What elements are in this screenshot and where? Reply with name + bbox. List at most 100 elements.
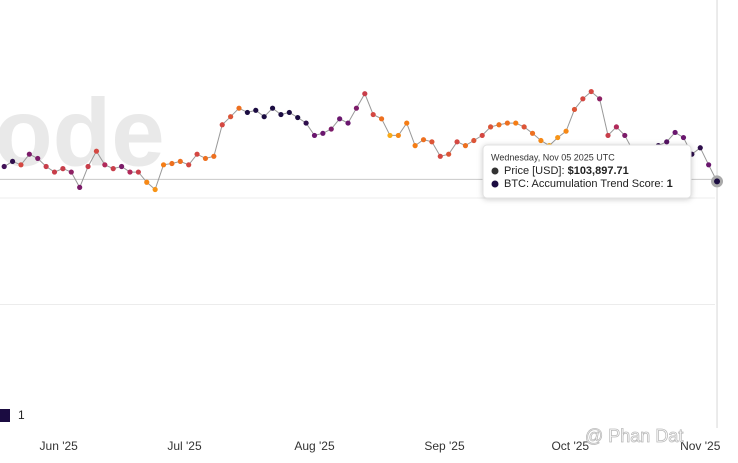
- price-point: [563, 128, 569, 134]
- price-point: [93, 148, 100, 154]
- price-point: [412, 143, 418, 149]
- price-point: [664, 139, 670, 145]
- price-point: [395, 132, 401, 139]
- price-point: [51, 169, 58, 175]
- x-tick-label: Jun '25: [40, 439, 79, 453]
- price-point: [169, 160, 175, 167]
- tooltip-date: Wednesday, Nov 05 2025 UTC: [491, 152, 615, 162]
- tooltip-label: Price [USD]:: [504, 165, 565, 177]
- watermark: ode: [0, 79, 165, 186]
- price-point: [328, 126, 334, 132]
- price-point: [311, 132, 318, 139]
- x-tick-label: Oct '25: [551, 439, 589, 453]
- price-point: [446, 151, 452, 157]
- price-point: [110, 166, 116, 172]
- price-point: [9, 158, 16, 165]
- price-point: [278, 111, 284, 118]
- price-point: [202, 155, 209, 162]
- price-point: [119, 163, 125, 170]
- price-point: [345, 120, 351, 126]
- price-point: [504, 120, 510, 126]
- price-point: [160, 162, 167, 168]
- price-point: [437, 153, 443, 159]
- price-point: [404, 120, 410, 126]
- price-point: [177, 158, 183, 165]
- price-point: [538, 137, 544, 144]
- price-point: [697, 145, 703, 151]
- price-point: [580, 96, 586, 102]
- price-point: [18, 162, 24, 168]
- x-tick-label: Jul '25: [167, 439, 202, 453]
- price-point: [353, 105, 360, 111]
- price-point: [144, 179, 150, 185]
- tooltip-dot: [491, 167, 499, 175]
- price-point: [605, 132, 611, 139]
- price-point: [471, 137, 477, 144]
- price-point: [513, 120, 519, 126]
- price-point: [622, 132, 628, 139]
- tooltip-label: BTC: Accumulation Trend Score:: [504, 178, 664, 190]
- price-point: [244, 109, 250, 116]
- price-point: [60, 166, 66, 172]
- price-point: [571, 106, 578, 113]
- price-point: [362, 91, 368, 97]
- tooltip-value: $103,897.71: [568, 165, 629, 177]
- price-point: [521, 124, 527, 130]
- price-point: [26, 151, 32, 157]
- price-point: [102, 162, 108, 168]
- price-point: [680, 134, 687, 141]
- price-point: [219, 122, 225, 128]
- price-point: [152, 186, 158, 193]
- price-point: [269, 105, 276, 111]
- price-point: [387, 132, 393, 139]
- price-point: [85, 163, 91, 170]
- tooltip: Wednesday, Nov 05 2025 UTC Price [USD]: …: [482, 144, 692, 199]
- x-tick-label: Nov '25: [680, 439, 721, 453]
- price-point: [711, 175, 724, 188]
- price-point: [261, 114, 267, 120]
- price-point: [370, 111, 376, 118]
- x-tick-label: Sep '25: [424, 439, 465, 453]
- price-point: [588, 88, 594, 95]
- price-point: [529, 130, 536, 136]
- price-point: [68, 169, 74, 175]
- x-tick-label: Aug '25: [294, 439, 335, 453]
- price-point: [186, 162, 192, 168]
- price-point: [320, 130, 326, 136]
- price-point: [228, 114, 234, 120]
- price-point: [1, 163, 7, 170]
- price-point: [613, 124, 619, 130]
- price-point: [420, 137, 427, 143]
- price-point: [35, 155, 41, 162]
- price-point: [479, 132, 485, 139]
- price-point: [135, 169, 141, 175]
- price-point: [496, 122, 502, 128]
- price-point: [462, 143, 469, 149]
- tooltip-dot: [491, 180, 499, 188]
- price-point: [253, 107, 259, 113]
- price-point: [429, 139, 435, 145]
- price-point: [286, 109, 292, 116]
- tooltip-row: Price [USD]: $103,897.71: [504, 165, 629, 177]
- price-point: [303, 120, 309, 126]
- price-point: [378, 116, 385, 122]
- tooltip-value: 1: [667, 178, 673, 190]
- price-point: [194, 151, 200, 157]
- price-point: [706, 162, 712, 168]
- price-point: [43, 163, 49, 170]
- price-point: [236, 105, 242, 111]
- price-point: [337, 116, 343, 122]
- legend-label: 1: [18, 408, 25, 422]
- price-point: [454, 139, 460, 145]
- price-point: [295, 114, 301, 121]
- tooltip-row: BTC: Accumulation Trend Score: 1: [504, 178, 673, 190]
- price-point: [672, 129, 678, 136]
- price-point: [211, 153, 217, 159]
- price-point: [555, 134, 561, 141]
- tooltip-box: [482, 144, 692, 199]
- legend-swatch: [0, 409, 10, 422]
- price-point: [127, 169, 133, 175]
- credit-watermark: @ Phan Dat: [585, 426, 683, 446]
- price-point: [77, 184, 83, 190]
